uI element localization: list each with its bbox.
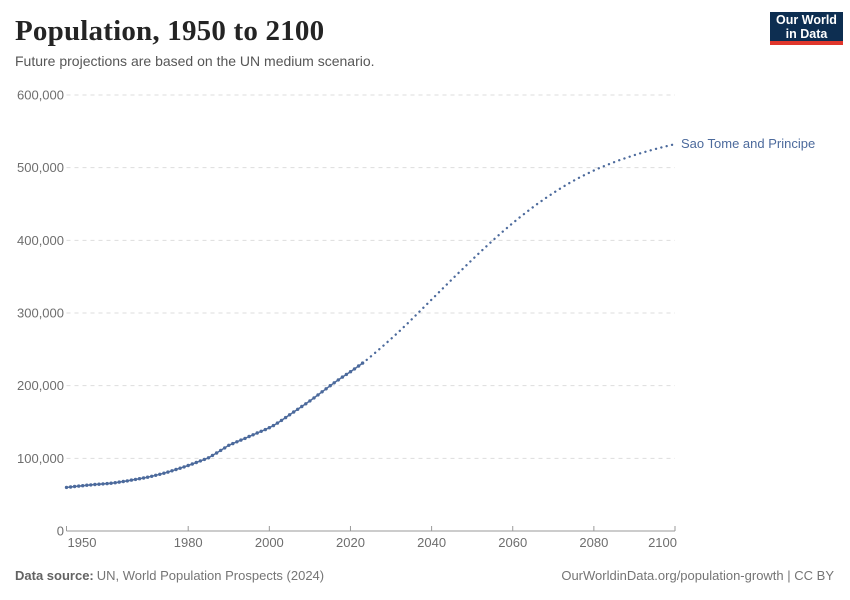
svg-text:500,000: 500,000 — [17, 160, 64, 175]
projection-line[interactable] — [365, 142, 677, 362]
y-axis-labels: 0 100,000 200,000 300,000 400,000 500,000 600,… — [17, 88, 64, 539]
owid-logo-line2: in Data — [785, 26, 828, 41]
footer-license: | CC BY — [787, 568, 834, 583]
svg-text:2060: 2060 — [498, 535, 527, 550]
owid-logo[interactable]: Our World in Data — [770, 12, 843, 45]
svg-text:300,000: 300,000 — [17, 306, 64, 321]
footer-url[interactable]: OurWorldinData.org/population-growth — [561, 568, 784, 583]
svg-text:200,000: 200,000 — [17, 378, 64, 393]
svg-text:0: 0 — [57, 524, 64, 539]
svg-text:2040: 2040 — [417, 535, 446, 550]
chart-title: Population, 1950 to 2100 — [15, 15, 325, 47]
svg-text:2080: 2080 — [579, 535, 608, 550]
svg-text:100,000: 100,000 — [17, 451, 64, 466]
svg-text:2000: 2000 — [255, 535, 284, 550]
owid-logo-line1: Our World — [776, 12, 837, 27]
svg-text:1950: 1950 — [68, 535, 97, 550]
x-axis: 1950 1980 2000 2020 2040 2060 2080 2100 — [66, 526, 677, 550]
chart-footer: Data source: UN, World Population Prospec… — [15, 568, 834, 583]
historical-line[interactable] — [66, 362, 364, 489]
svg-text:2100: 2100 — [648, 535, 677, 550]
svg-text:2020: 2020 — [336, 535, 365, 550]
population-series[interactable] — [64, 142, 677, 490]
svg-text:400,000: 400,000 — [17, 233, 64, 248]
gridlines — [66, 94, 675, 459]
data-source-text: UN, World Population Prospects (2024) — [96, 568, 325, 583]
svg-text:1980: 1980 — [174, 535, 203, 550]
chart-subtitle: Future projections are based on the UN m… — [15, 53, 375, 69]
footer-attribution: OurWorldinData.org/population-growth | C… — [561, 568, 834, 583]
svg-text:600,000: 600,000 — [17, 88, 64, 103]
data-source: Data source: UN, World Population Prospec… — [15, 568, 324, 583]
historical-data-points[interactable] — [64, 361, 365, 490]
entity-label[interactable]: Sao Tome and Principe — [681, 136, 815, 151]
data-source-label: Data source: — [15, 568, 94, 583]
